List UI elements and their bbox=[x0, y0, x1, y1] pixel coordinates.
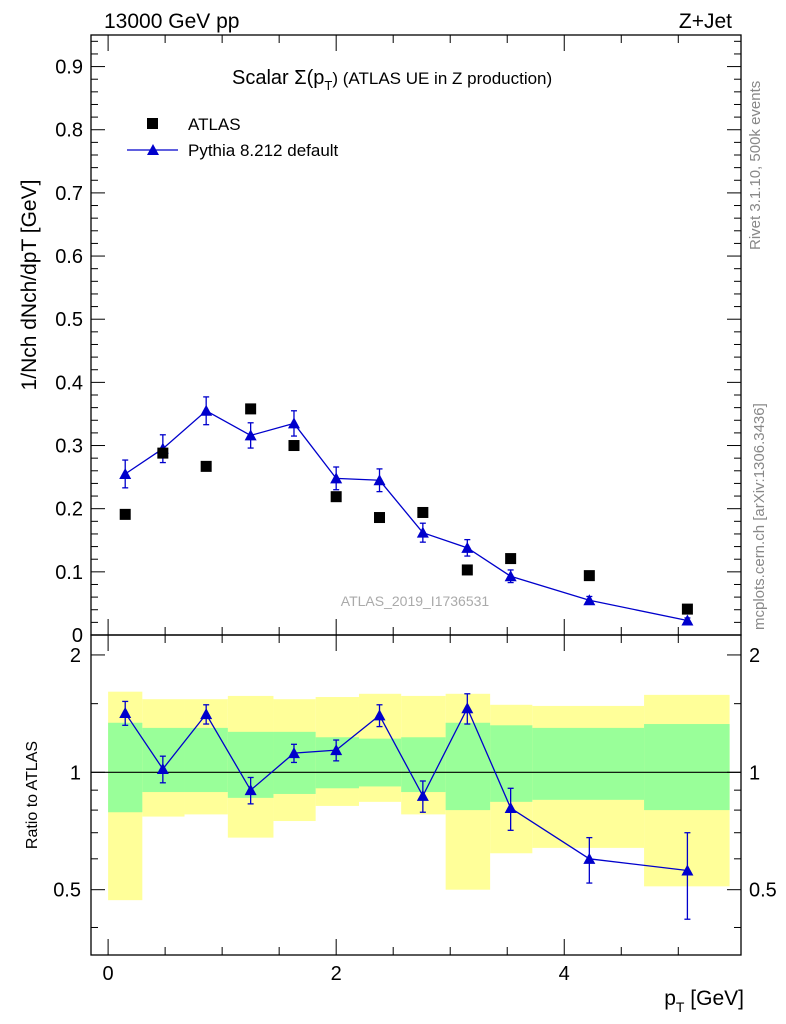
analysis-label: ATLAS_2019_I1736531 bbox=[341, 593, 490, 609]
ratio-y-tick-label: 1 bbox=[70, 762, 81, 784]
pythia-point bbox=[681, 614, 694, 626]
ratio-plot-data bbox=[119, 693, 694, 920]
pythia-point bbox=[330, 472, 343, 484]
ratio-y-tick-label-right: 2 bbox=[749, 645, 760, 667]
x-tick-label: 0 bbox=[103, 963, 114, 985]
legend-atlas-label: ATLAS bbox=[188, 115, 241, 134]
y-tick-label: 0.3 bbox=[55, 436, 83, 458]
ratio-plot-panel: 0.5 0.5 1 1 2 2 0 2 4 Ratio to ATLAS pT [GeV] bbox=[24, 634, 777, 1015]
ratio-y-tick-label-right: 1 bbox=[749, 762, 760, 784]
ratio-point bbox=[119, 706, 132, 718]
atlas-point bbox=[374, 512, 386, 524]
pythia-point bbox=[373, 474, 386, 486]
ratio-point bbox=[583, 852, 596, 864]
pythia-point bbox=[461, 541, 474, 553]
ratio-point bbox=[200, 708, 213, 720]
rivet-version-label: Rivet 3.1.10, 500k events bbox=[747, 81, 764, 250]
atlas-point bbox=[288, 440, 300, 452]
y-tick-label: 0.8 bbox=[55, 120, 83, 142]
plot-title: Scalar Σ(pT) (ATLAS UE in Z production) bbox=[232, 67, 552, 93]
ratio-y-tick-label-right: 0.5 bbox=[749, 880, 777, 902]
ratio-uncertainty-bands bbox=[108, 691, 730, 901]
pythia-point bbox=[287, 417, 300, 429]
pythia-point bbox=[119, 467, 132, 479]
process-label: Z+Jet bbox=[679, 10, 732, 33]
legend-pythia-marker bbox=[147, 144, 159, 155]
ratio-point bbox=[504, 802, 517, 814]
atlas-point bbox=[461, 564, 473, 576]
green-band bbox=[358, 738, 402, 787]
y-tick-label: 0 bbox=[72, 625, 83, 647]
ratio-y-tick-label: 0.5 bbox=[53, 880, 81, 902]
atlas-point bbox=[330, 491, 342, 503]
pythia-point bbox=[583, 594, 596, 606]
x-tick-label: 2 bbox=[331, 963, 342, 985]
main-plot-ticks bbox=[91, 35, 741, 636]
ratio-y-tick-labels: 0.5 0.5 1 1 2 2 bbox=[53, 645, 777, 902]
atlas-point bbox=[505, 553, 517, 565]
atlas-point bbox=[417, 506, 429, 518]
atlas-point bbox=[245, 403, 257, 415]
ratio-point bbox=[461, 702, 474, 714]
ratio-y-tick-label: 2 bbox=[70, 645, 81, 667]
ratio-point bbox=[287, 747, 300, 759]
ratio-y-axis-label: Ratio to ATLAS bbox=[24, 741, 41, 849]
y-tick-label: 0.4 bbox=[55, 372, 83, 394]
green-band bbox=[315, 737, 359, 789]
green-band bbox=[532, 727, 645, 800]
x-axis-label: pT [GeV] bbox=[664, 987, 744, 1015]
x-tick-label: 4 bbox=[559, 963, 570, 985]
green-band bbox=[644, 724, 730, 811]
atlas-point bbox=[200, 460, 212, 472]
main-plot-panel: 0 0.1 0.2 0.3 0.4 0.5 0.6 0.7 0.8 0.9 Scalar Σ(pT… bbox=[18, 34, 742, 647]
main-plot-data bbox=[119, 396, 694, 626]
mcplots-label: mcplots.cern.ch [arXiv:1306.3436] bbox=[751, 403, 768, 630]
ratio-point bbox=[330, 744, 343, 756]
legend-pythia-label: Pythia 8.212 default bbox=[188, 141, 339, 160]
ratio-line bbox=[124, 706, 688, 872]
legend-atlas-marker bbox=[147, 118, 158, 129]
energy-label: 13000 GeV pp bbox=[104, 10, 239, 33]
green-band bbox=[445, 722, 491, 811]
atlas-point bbox=[681, 603, 693, 615]
pythia-line bbox=[124, 409, 688, 622]
y-tick-label: 0.6 bbox=[55, 246, 83, 268]
ratio-point bbox=[681, 864, 694, 876]
legend: ATLAS Pythia 8.212 default bbox=[127, 115, 339, 160]
ratio-point bbox=[156, 762, 169, 774]
atlas-point bbox=[583, 570, 595, 582]
y-tick-label: 0.2 bbox=[55, 499, 83, 521]
green-band bbox=[108, 722, 143, 813]
y-tick-label: 0.1 bbox=[55, 562, 83, 584]
ratio-point bbox=[244, 784, 257, 796]
atlas-point bbox=[157, 447, 169, 459]
pythia-point bbox=[244, 429, 257, 441]
ratio-point bbox=[373, 709, 386, 721]
ratio-point bbox=[416, 789, 429, 801]
main-plot-y-tick-labels: 0 0.1 0.2 0.3 0.4 0.5 0.6 0.7 0.8 0.9 bbox=[55, 57, 83, 647]
ratio-plot-frame bbox=[90, 634, 742, 956]
x-tick-labels: 0 2 4 bbox=[103, 963, 570, 985]
y-tick-label: 0.5 bbox=[55, 309, 83, 331]
main-y-axis-label: 1/Nch dNch/dpT [GeV] bbox=[18, 180, 41, 391]
pythia-point bbox=[200, 404, 213, 416]
y-tick-label: 0.7 bbox=[55, 183, 83, 205]
ratio-plot-ticks bbox=[91, 635, 741, 955]
atlas-point bbox=[119, 508, 131, 520]
pythia-point bbox=[416, 526, 429, 538]
green-band bbox=[184, 727, 228, 793]
pythia-point bbox=[504, 570, 517, 582]
y-tick-label: 0.9 bbox=[55, 57, 83, 79]
